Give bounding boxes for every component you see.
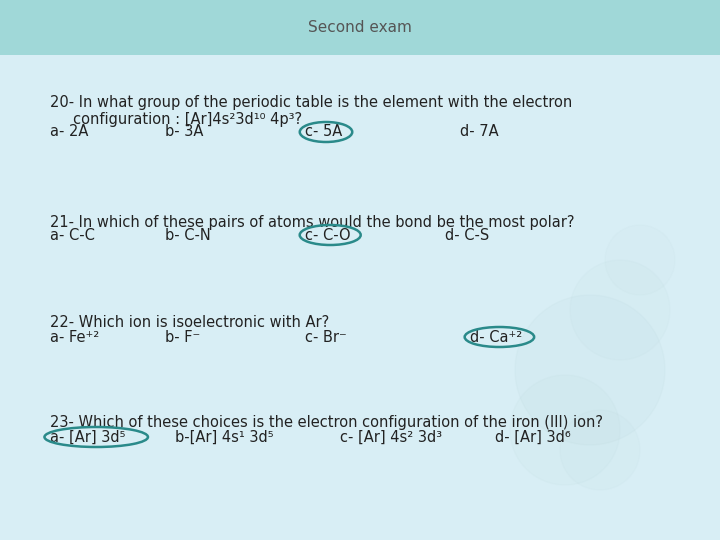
- Text: d- [Ar] 3d⁶: d- [Ar] 3d⁶: [495, 429, 571, 444]
- Bar: [0, 0, 720, 55]
- Text: 23- Which of these choices is the electron configuration of the iron (III) ion?: 23- Which of these choices is the electr…: [50, 415, 603, 430]
- Text: 22- Which ion is isoelectronic with Ar?: 22- Which ion is isoelectronic with Ar?: [50, 315, 329, 330]
- Text: c- C-O: c- C-O: [305, 227, 351, 242]
- Text: a- 2A: a- 2A: [50, 125, 89, 139]
- Text: c- 5A: c- 5A: [305, 125, 342, 139]
- Text: b- 3A: b- 3A: [165, 125, 203, 139]
- Text: 20- In what group of the periodic table is the element with the electron: 20- In what group of the periodic table …: [50, 95, 572, 110]
- Circle shape: [560, 410, 640, 490]
- Text: 21- In which of these pairs of atoms would the bond be the most polar?: 21- In which of these pairs of atoms wou…: [50, 215, 575, 230]
- Text: a- C-C: a- C-C: [50, 227, 95, 242]
- Text: d- 7A: d- 7A: [460, 125, 499, 139]
- Circle shape: [570, 260, 670, 360]
- Text: d- C-S: d- C-S: [445, 227, 490, 242]
- Circle shape: [510, 375, 620, 485]
- Text: c- [Ar] 4s² 3d³: c- [Ar] 4s² 3d³: [340, 429, 442, 444]
- Circle shape: [515, 295, 665, 445]
- Text: configuration : [Ar]4s²3d¹⁰ 4p³?: configuration : [Ar]4s²3d¹⁰ 4p³?: [50, 112, 302, 127]
- Text: b- F⁻: b- F⁻: [165, 329, 200, 345]
- Text: Second exam: Second exam: [308, 19, 412, 35]
- Text: a- [Ar] 3d⁵: a- [Ar] 3d⁵: [50, 429, 125, 444]
- Text: d- Ca⁺²: d- Ca⁺²: [470, 329, 522, 345]
- Text: b- C-N: b- C-N: [165, 227, 211, 242]
- Text: b-[Ar] 4s¹ 3d⁵: b-[Ar] 4s¹ 3d⁵: [175, 429, 274, 444]
- Text: a- Fe⁺²: a- Fe⁺²: [50, 329, 99, 345]
- Text: c- Br⁻: c- Br⁻: [305, 329, 347, 345]
